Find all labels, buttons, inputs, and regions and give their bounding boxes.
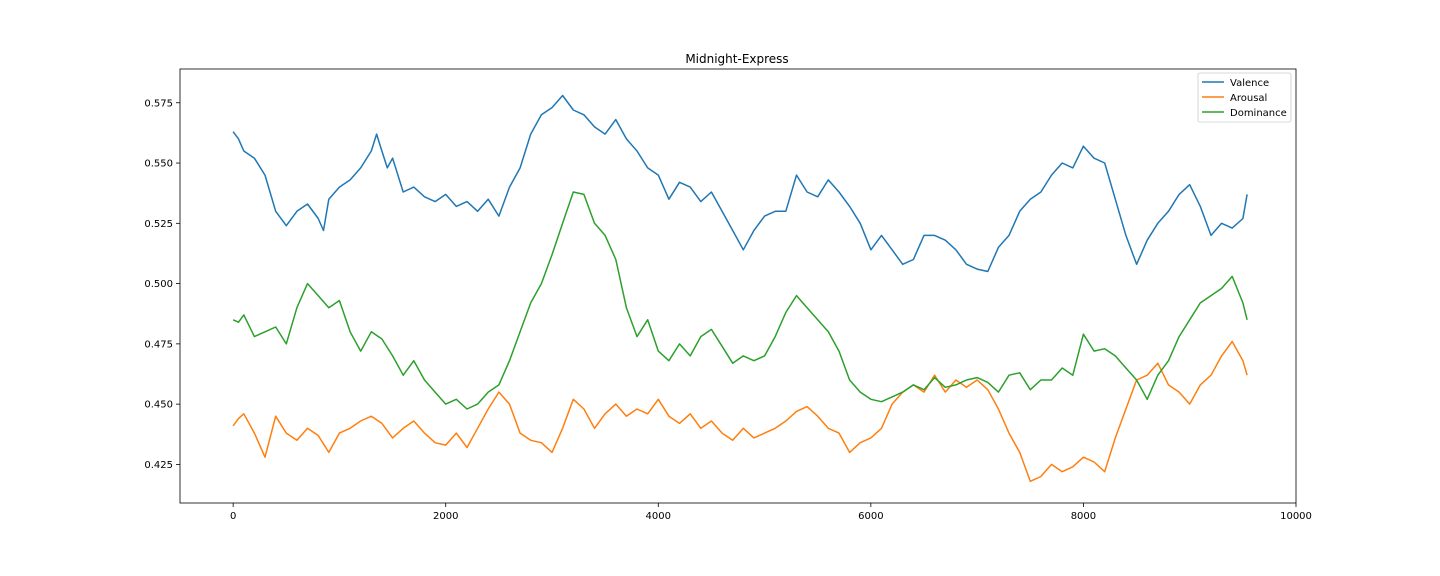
- series-line-arousal: [232, 340, 1248, 483]
- y-tick-label: 0.425: [144, 460, 173, 471]
- y-axis: 0.425 0.450 0.475 0.500 0.525 0.550 0.575: [144, 98, 180, 471]
- chart-title: Midnight-Express: [685, 52, 788, 66]
- series-line-dominance: [232, 191, 1248, 410]
- y-tick-label: 0.550: [144, 159, 173, 170]
- x-tick-label: 4000: [646, 511, 671, 522]
- x-tick-label: 8000: [1071, 511, 1096, 522]
- legend-label-dominance: Dominance: [1230, 108, 1287, 119]
- legend: Valence Arousal Dominance: [1197, 72, 1292, 123]
- y-tick-label: 0.525: [144, 219, 173, 230]
- x-tick-label: 6000: [858, 511, 883, 522]
- legend-label-valence: Valence: [1230, 78, 1269, 89]
- plot-area-frame: [179, 68, 1297, 504]
- y-tick-label: 0.500: [144, 279, 173, 290]
- y-tick-label: 0.475: [144, 339, 173, 350]
- x-axis: 0 2000 4000 6000 8000 10000: [230, 503, 1312, 522]
- series-line-valence: [232, 94, 1248, 273]
- x-tick-label: 10000: [1280, 511, 1312, 522]
- series-layer: [232, 94, 1248, 483]
- x-tick-label: 2000: [433, 511, 458, 522]
- y-tick-label: 0.575: [144, 98, 173, 109]
- x-tick-label: 0: [230, 511, 236, 522]
- legend-box: [1197, 72, 1292, 123]
- y-tick-label: 0.450: [144, 400, 173, 411]
- legend-label-arousal: Arousal: [1230, 93, 1267, 104]
